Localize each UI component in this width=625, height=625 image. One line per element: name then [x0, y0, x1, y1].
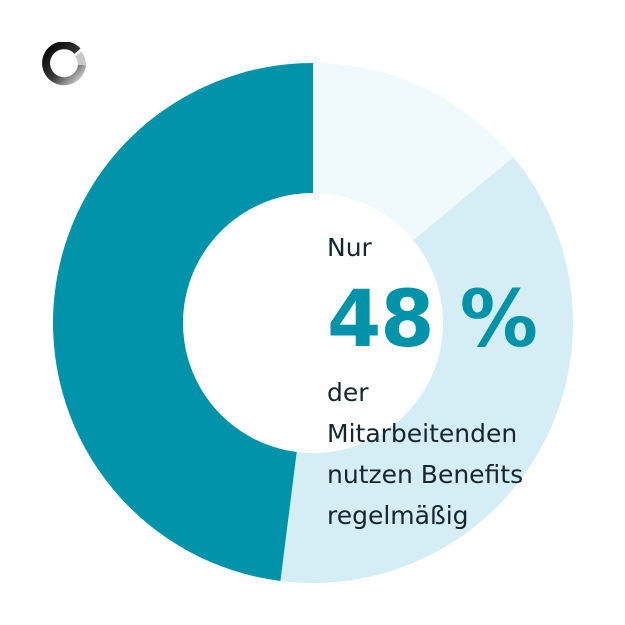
description-line: regelmäßig [327, 501, 469, 530]
headline-block: Nur 48 % der Mitarbeitenden nutzen Benef… [327, 228, 538, 536]
ring-logo-icon [42, 42, 86, 86]
description-line: nutzen Benefits [327, 460, 524, 489]
headline-value: 48 % [327, 275, 538, 365]
segment-primary [52, 63, 314, 581]
segment-light [313, 63, 514, 241]
description-line: Mitarbeitenden [327, 419, 518, 448]
headline-prefix: Nur [327, 233, 372, 262]
description-line: der [327, 378, 369, 407]
segment-medium [280, 157, 573, 583]
